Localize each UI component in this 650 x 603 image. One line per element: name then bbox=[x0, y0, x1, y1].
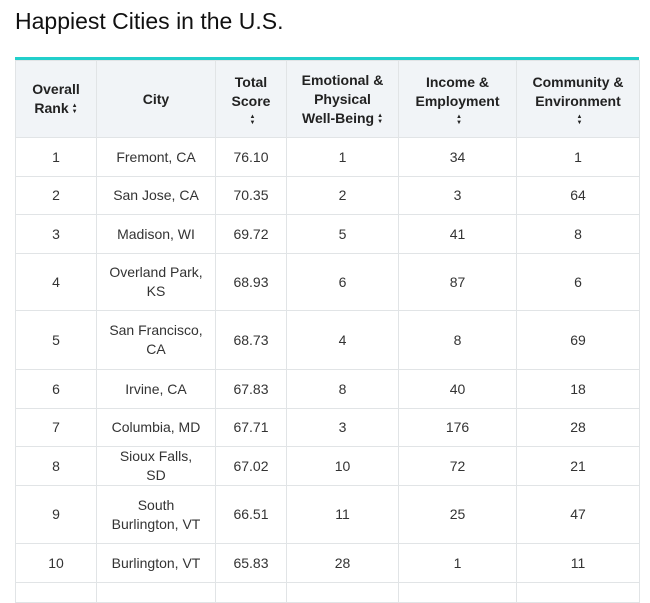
community-cell: 21 bbox=[516, 446, 640, 486]
column-label: Income & Employment bbox=[415, 73, 500, 109]
city-cell: Columbia, MD bbox=[96, 408, 216, 447]
city-cell: Burlington, VT bbox=[96, 543, 216, 583]
income-cell: 25 bbox=[398, 485, 517, 544]
rank-cell: 7 bbox=[15, 408, 97, 447]
rank-cell: 10 bbox=[15, 543, 97, 583]
rank-cell: 6 bbox=[15, 369, 97, 409]
total-score-cell: 69.72 bbox=[215, 214, 287, 254]
total-score-cell: 66.51 bbox=[215, 485, 287, 544]
table-row: 5 San Francisco, CA 68.73 4 8 69 bbox=[15, 310, 640, 370]
total-score-cell: 67.83 bbox=[215, 369, 287, 409]
wellbeing-cell: 10 bbox=[286, 446, 399, 486]
wellbeing-cell: 6 bbox=[286, 253, 399, 311]
table-row: 2 San Jose, CA 70.35 2 3 64 bbox=[15, 176, 640, 215]
total-score-cell: 67.71 bbox=[215, 408, 287, 447]
total-score-cell: 76.10 bbox=[215, 137, 287, 177]
sort-icon[interactable]: ▲ ▼ bbox=[249, 113, 256, 126]
income-cell: 72 bbox=[398, 446, 517, 486]
community-cell: 6 bbox=[516, 253, 640, 311]
rank-cell: 9 bbox=[15, 485, 97, 544]
table-row: 9 South Burlington, VT 66.51 11 25 47 bbox=[15, 485, 640, 544]
column-header-community-environment[interactable]: Community & Environment ▲ ▼ bbox=[516, 60, 640, 138]
community-cell: 47 bbox=[516, 485, 640, 544]
rank-cell: 2 bbox=[15, 176, 97, 215]
city-cell: Overland Park, KS bbox=[96, 253, 216, 311]
page-title: Happiest Cities in the U.S. bbox=[15, 8, 284, 34]
wellbeing-cell: 2 bbox=[286, 176, 399, 215]
sort-icon[interactable]: ▲ ▼ bbox=[456, 113, 462, 126]
income-cell: 40 bbox=[398, 369, 517, 409]
rank-cell: 3 bbox=[15, 214, 97, 254]
community-cell: 8 bbox=[516, 214, 640, 254]
wellbeing-cell: 8 bbox=[286, 369, 399, 409]
total-score-cell: 65.83 bbox=[215, 543, 287, 583]
wellbeing-cell: 3 bbox=[286, 408, 399, 447]
rankings-table-container: Overall Rank ▲ ▼ City Total Score ▲ ▼ Emotional &… bbox=[15, 57, 640, 603]
table-row: 8 Sioux Falls, SD 67.02 10 72 21 bbox=[15, 446, 640, 486]
column-header-city: City bbox=[96, 60, 216, 138]
table-row: 6 Irvine, CA 67.83 8 40 18 bbox=[15, 369, 640, 409]
column-label: Total Score bbox=[231, 73, 271, 109]
wellbeing-cell: 4 bbox=[286, 310, 399, 370]
column-header-income-employment[interactable]: Income & Employment ▲ ▼ bbox=[398, 60, 517, 138]
rank-cell: 4 bbox=[15, 253, 97, 311]
income-cell: 34 bbox=[398, 137, 517, 177]
community-cell: 1 bbox=[516, 137, 640, 177]
city-cell: South Burlington, VT bbox=[96, 485, 216, 544]
rank-cell: 5 bbox=[15, 310, 97, 370]
table-row: 1 Fremont, CA 76.10 1 34 1 bbox=[15, 137, 640, 177]
table-row: 7 Columbia, MD 67.71 3 176 28 bbox=[15, 408, 640, 447]
wellbeing-cell: 28 bbox=[286, 543, 399, 583]
total-score-cell: 70.35 bbox=[215, 176, 287, 215]
city-cell: Irvine, CA bbox=[96, 369, 216, 409]
column-label: City bbox=[142, 90, 170, 107]
income-cell: 176 bbox=[398, 408, 517, 447]
rankings-table: Overall Rank ▲ ▼ City Total Score ▲ ▼ Emotional &… bbox=[15, 60, 640, 603]
rank-cell: 1 bbox=[15, 137, 97, 177]
column-header-total-score[interactable]: Total Score ▲ ▼ bbox=[215, 60, 287, 138]
income-cell: 8 bbox=[398, 310, 517, 370]
community-cell: 28 bbox=[516, 408, 640, 447]
sort-icon[interactable]: ▲ ▼ bbox=[71, 103, 78, 116]
sort-icon[interactable]: ▲ ▼ bbox=[576, 113, 583, 126]
total-score-cell: 68.73 bbox=[215, 310, 287, 370]
city-cell: Fremont, CA bbox=[96, 137, 216, 177]
income-cell: 87 bbox=[398, 253, 517, 311]
community-cell: 11 bbox=[516, 543, 640, 583]
column-label: Overall Rank bbox=[32, 81, 80, 116]
income-cell: 1 bbox=[398, 543, 517, 583]
city-cell: San Jose, CA bbox=[96, 176, 216, 215]
community-cell: 18 bbox=[516, 369, 640, 409]
income-cell: 3 bbox=[398, 176, 517, 215]
table-row: 10 Burlington, VT 65.83 28 1 11 bbox=[15, 543, 640, 583]
table-row: 3 Madison, WI 69.72 5 41 8 bbox=[15, 214, 640, 254]
column-label: Community & Environment bbox=[532, 73, 624, 109]
column-header-overall-rank[interactable]: Overall Rank ▲ ▼ bbox=[15, 60, 97, 138]
city-cell: Sioux Falls, SD bbox=[96, 446, 216, 486]
table-row-partial bbox=[15, 582, 640, 603]
community-cell: 69 bbox=[516, 310, 640, 370]
community-cell: 64 bbox=[516, 176, 640, 215]
rank-cell: 8 bbox=[15, 446, 97, 486]
column-label: Emotional & Physical Well-Being bbox=[301, 71, 384, 126]
total-score-cell: 67.02 bbox=[215, 446, 287, 486]
wellbeing-cell: 1 bbox=[286, 137, 399, 177]
city-cell: Madison, WI bbox=[96, 214, 216, 254]
table-row: 4 Overland Park, KS 68.93 6 87 6 bbox=[15, 253, 640, 311]
wellbeing-cell: 5 bbox=[286, 214, 399, 254]
city-cell: San Francisco, CA bbox=[96, 310, 216, 370]
wellbeing-cell: 11 bbox=[286, 485, 399, 544]
sort-icon[interactable]: ▲ ▼ bbox=[377, 112, 384, 125]
total-score-cell: 68.93 bbox=[215, 253, 287, 311]
column-header-emotional-physical-well-being[interactable]: Emotional & Physical Well-Being ▲ ▼ bbox=[286, 60, 399, 138]
income-cell: 41 bbox=[398, 214, 517, 254]
